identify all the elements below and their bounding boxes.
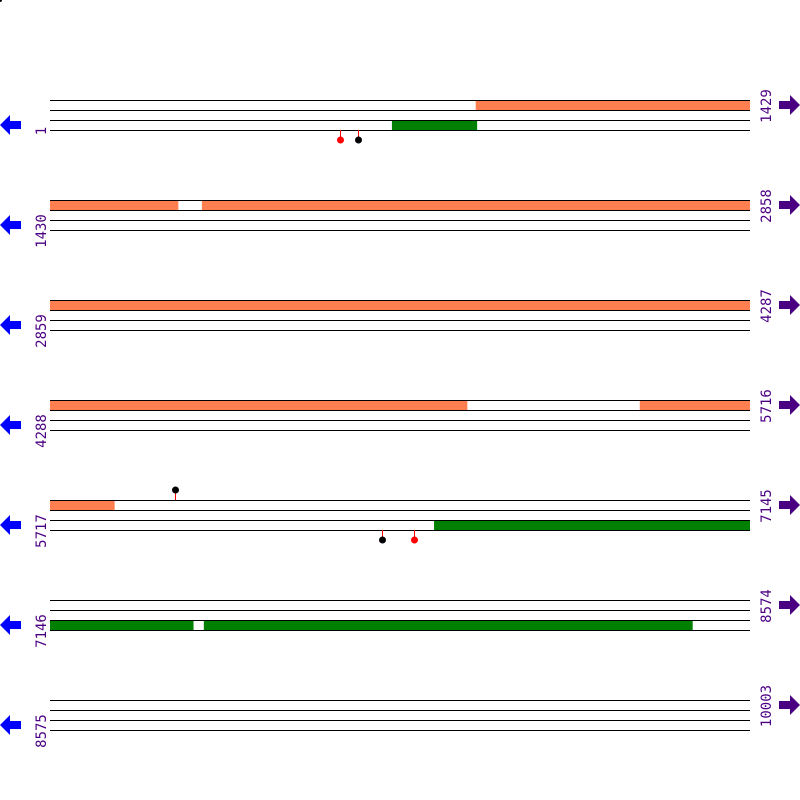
map-row: 7146 8574	[0, 589, 800, 648]
arrow-right-icon[interactable]	[779, 595, 800, 615]
arrow-left-icon[interactable]	[0, 615, 21, 635]
black-marker[interactable]	[355, 130, 362, 144]
arrow-right-icon[interactable]	[779, 95, 800, 115]
row-end-label: 4287	[759, 289, 775, 323]
green-feature[interactable]	[50, 620, 194, 630]
row-start-label: 2859	[34, 314, 50, 348]
orange-feature[interactable]	[50, 200, 179, 210]
row-start-label: 1	[34, 127, 50, 135]
row-end-label: 2858	[759, 189, 775, 223]
arrow-left-icon[interactable]	[0, 215, 21, 235]
orange-feature[interactable]	[201, 200, 751, 210]
black-marker[interactable]	[379, 530, 386, 544]
corner-dot	[0, 0, 2, 2]
row-end-label: 7145	[759, 489, 775, 523]
orange-feature[interactable]	[475, 100, 750, 110]
red-marker[interactable]	[411, 530, 418, 544]
row-start-label: 7146	[34, 614, 50, 648]
arrow-left-icon[interactable]	[0, 315, 21, 335]
row-start-label: 8575	[34, 714, 50, 748]
arrow-left-icon[interactable]	[0, 415, 21, 435]
row-start-label: 4288	[34, 414, 50, 448]
orange-feature[interactable]	[50, 500, 115, 510]
arrow-left-icon[interactable]	[0, 515, 21, 535]
row-start-label: 5717	[34, 514, 50, 548]
arrow-right-icon[interactable]	[779, 495, 800, 515]
row-end-label: 1429	[759, 89, 775, 123]
arrow-right-icon[interactable]	[779, 395, 800, 415]
green-feature[interactable]	[434, 520, 750, 530]
orange-feature[interactable]	[50, 300, 750, 310]
map-row: 1430 2858	[0, 189, 800, 248]
green-feature[interactable]	[391, 120, 478, 130]
orange-feature[interactable]	[639, 400, 750, 410]
arrow-right-icon[interactable]	[779, 295, 800, 315]
map-row: 2859 4287	[0, 289, 800, 348]
arrow-left-icon[interactable]	[0, 715, 21, 735]
arrow-right-icon[interactable]	[779, 195, 800, 215]
arrow-left-icon[interactable]	[0, 115, 21, 135]
row-end-label: 8574	[759, 589, 775, 623]
arrow-right-icon[interactable]	[779, 695, 800, 715]
red-marker[interactable]	[337, 130, 344, 144]
map-row: 5717 7145	[0, 486, 800, 548]
row-start-label: 1430	[34, 214, 50, 248]
map-row: 8575 10003	[0, 685, 800, 748]
green-feature[interactable]	[203, 620, 693, 630]
row-end-label: 5716	[759, 389, 775, 423]
orange-feature[interactable]	[50, 400, 468, 410]
map-row: 1 1429	[0, 89, 800, 144]
black-marker[interactable]	[172, 486, 179, 501]
map-row: 4288 5716	[0, 389, 800, 448]
row-end-label: 10003	[759, 685, 775, 727]
